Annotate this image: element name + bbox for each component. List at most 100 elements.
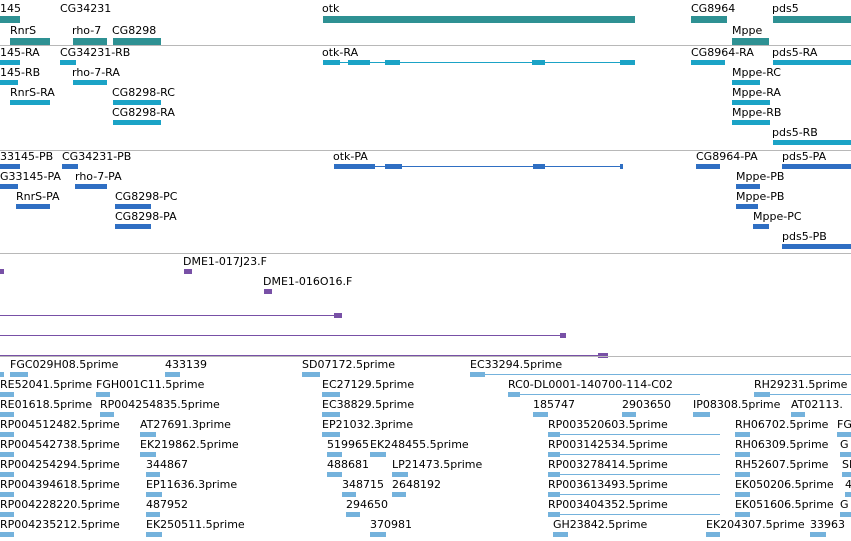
feature-glyph[interactable] [322, 432, 340, 437]
feature-label[interactable]: RH06309.5prime [735, 438, 829, 451]
feature-glyph[interactable] [0, 16, 20, 23]
feature-glyph[interactable] [10, 38, 50, 45]
feature-label[interactable]: 370981 [370, 518, 412, 531]
feature-glyph[interactable] [385, 164, 402, 169]
feature-glyph[interactable] [773, 140, 851, 145]
feature-glyph[interactable] [620, 164, 623, 169]
feature-glyph[interactable] [146, 532, 162, 537]
feature-glyph[interactable] [60, 60, 76, 65]
feature-glyph[interactable] [533, 412, 548, 417]
feature-glyph[interactable] [732, 38, 769, 45]
feature-glyph[interactable] [736, 204, 758, 209]
feature-label[interactable]: 433139 [165, 358, 207, 371]
feature-glyph[interactable] [548, 432, 560, 437]
feature-label[interactable]: RE01618.5prime [0, 398, 93, 411]
feature-label[interactable]: EK250511.5prime [146, 518, 245, 531]
feature-glyph[interactable] [842, 472, 851, 477]
feature-label[interactable]: 4 [845, 478, 851, 491]
feature-glyph[interactable] [845, 492, 851, 497]
feature-glyph[interactable] [810, 532, 826, 537]
feature-glyph[interactable] [706, 532, 720, 537]
feature-label[interactable]: EK204307.5prime [706, 518, 805, 531]
feature-glyph[interactable] [560, 333, 566, 338]
feature-glyph[interactable] [736, 184, 760, 189]
feature-glyph[interactable] [323, 16, 635, 23]
feature-glyph[interactable] [840, 452, 851, 457]
feature-glyph[interactable] [0, 164, 20, 169]
feature-glyph[interactable] [0, 512, 14, 517]
feature-label[interactable]: RP003520603.5prime [548, 418, 668, 431]
feature-glyph[interactable] [10, 100, 50, 105]
feature-glyph[interactable] [327, 452, 342, 457]
feature-label[interactable]: pds5 [772, 2, 799, 15]
feature-label[interactable]: RP004254294.5prime [0, 458, 120, 471]
feature-glyph[interactable] [532, 60, 545, 65]
feature-glyph[interactable] [115, 224, 151, 229]
feature-glyph[interactable] [754, 392, 770, 397]
feature-label[interactable]: RH52607.5prime [735, 458, 829, 471]
feature-glyph[interactable] [735, 452, 750, 457]
feature-glyph[interactable] [16, 204, 50, 209]
feature-label[interactable]: SD07172.5prime [302, 358, 395, 371]
feature-label[interactable]: EK248455.5prime [370, 438, 469, 451]
feature-label[interactable]: CG8964 [691, 2, 736, 15]
feature-label[interactable]: DME1-016O16.F [263, 275, 353, 288]
feature-label[interactable]: GH23842.5prime [553, 518, 648, 531]
feature-label[interactable]: Mppe-RA [732, 86, 781, 99]
feature-glyph[interactable] [598, 353, 608, 358]
feature-label[interactable]: RP004254835.5prime [100, 398, 220, 411]
feature-glyph[interactable] [548, 512, 560, 517]
feature-label[interactable]: CG8298-PC [115, 190, 178, 203]
feature-glyph[interactable] [322, 392, 340, 397]
feature-label[interactable]: Mppe-PC [753, 210, 802, 223]
feature-glyph[interactable] [302, 372, 320, 377]
feature-glyph[interactable] [113, 100, 161, 105]
feature-label[interactable]: Mppe-RB [732, 106, 782, 119]
feature-label[interactable]: RnrS [10, 24, 37, 37]
feature-label[interactable]: FG [837, 418, 851, 431]
feature-label[interactable]: pds5-PA [782, 150, 827, 163]
feature-label[interactable]: CG34231 [60, 2, 112, 15]
feature-label[interactable]: RH06702.5prime [735, 418, 829, 431]
feature-glyph[interactable] [773, 60, 851, 65]
feature-glyph[interactable] [735, 512, 750, 517]
feature-glyph[interactable] [735, 492, 750, 497]
feature-glyph[interactable] [385, 60, 400, 65]
feature-label[interactable]: IP08308.5prime [693, 398, 781, 411]
feature-glyph[interactable] [0, 412, 14, 417]
feature-glyph[interactable] [346, 512, 360, 517]
feature-glyph[interactable] [370, 532, 386, 537]
feature-label[interactable]: RP003613493.5prime [548, 478, 668, 491]
feature-glyph[interactable] [735, 432, 750, 437]
feature-glyph[interactable] [96, 392, 110, 397]
feature-label[interactable]: EK051606.5prime [735, 498, 834, 511]
feature-label[interactable]: 2903650 [622, 398, 671, 411]
feature-label[interactable]: Mppe-PB [736, 170, 785, 183]
feature-glyph[interactable] [140, 452, 156, 457]
feature-glyph[interactable] [0, 392, 14, 397]
feature-glyph[interactable] [548, 452, 560, 457]
feature-glyph[interactable] [113, 120, 161, 125]
feature-glyph[interactable] [322, 412, 340, 417]
feature-label[interactable]: CG8298 [112, 24, 157, 37]
feature-glyph[interactable] [113, 38, 161, 45]
feature-glyph[interactable] [327, 472, 342, 477]
feature-glyph[interactable] [10, 372, 28, 377]
feature-glyph[interactable] [837, 432, 851, 437]
feature-label[interactable]: 33963 [810, 518, 845, 531]
feature-label[interactable]: RP003142534.5prime [548, 438, 668, 451]
feature-glyph[interactable] [0, 372, 4, 377]
feature-glyph[interactable] [691, 60, 725, 65]
feature-glyph[interactable] [773, 16, 851, 23]
feature-label[interactable]: Mppe [732, 24, 763, 37]
feature-label[interactable]: RC0-DL0001-140700-114-C02 [508, 378, 673, 391]
feature-glyph[interactable] [735, 472, 750, 477]
feature-label[interactable]: CG8298-RA [112, 106, 175, 119]
feature-glyph[interactable] [0, 80, 18, 85]
feature-glyph[interactable] [323, 60, 340, 65]
feature-label[interactable]: 294650 [346, 498, 388, 511]
feature-label[interactable]: Mppe-PB [736, 190, 785, 203]
feature-label[interactable]: DME1-017J23.F [183, 255, 267, 268]
feature-label[interactable]: CG8298-PA [115, 210, 177, 223]
feature-glyph[interactable] [0, 452, 14, 457]
